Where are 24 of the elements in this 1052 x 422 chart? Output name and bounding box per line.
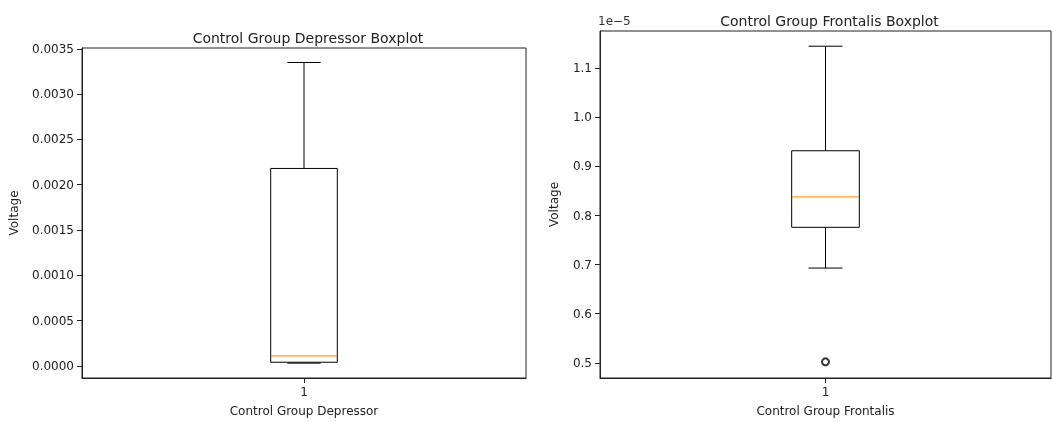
y-tick-label: 1.1 — [572, 61, 592, 76]
y-tick-label: 1.0 — [572, 110, 592, 125]
y-tick-label: 0.0035 — [32, 41, 74, 56]
y-tick-label: 0.0000 — [32, 358, 74, 373]
chart-title: Control Group Frontalis Boxplot — [720, 13, 940, 29]
y-tick-label: 0.5 — [572, 355, 592, 370]
y-axis-title: Voltage — [547, 181, 561, 228]
y-tick-label: 0.7 — [572, 257, 592, 272]
y-tick-label: 0.0015 — [32, 223, 74, 238]
y-axis-title: Voltage — [7, 190, 21, 236]
y-tick-label: 0.0020 — [32, 177, 74, 192]
y-tick-label: 0.0030 — [32, 87, 74, 102]
y-tick-label: 0.9 — [572, 159, 592, 174]
x-tick-label: 1 — [300, 385, 308, 399]
y-tick-label: 0.0010 — [32, 268, 74, 283]
y-tick-label: 0.8 — [572, 208, 592, 223]
y-tick-label: 0.0025 — [32, 132, 74, 147]
y-tick-label: 0.0005 — [32, 313, 74, 328]
text: 1e−5 — [598, 14, 631, 28]
x-tick-label: 1 — [821, 385, 830, 399]
y-tick-label: 0.6 — [572, 306, 592, 321]
x-axis-title: Control Group Frontalis — [756, 404, 895, 418]
chart-title: Control Group Depressor Boxplot — [192, 30, 424, 46]
x-axis-title: Control Group Depressor — [229, 404, 379, 418]
